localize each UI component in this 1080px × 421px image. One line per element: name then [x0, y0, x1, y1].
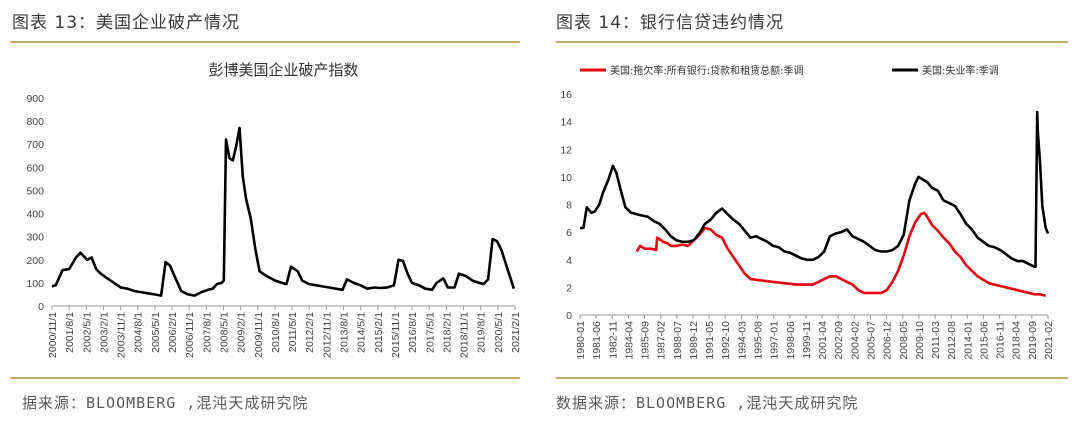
- right-ytick-label: 4: [566, 255, 572, 267]
- left-xtick-label: 2018/11/1: [459, 312, 471, 358]
- left-ytick-label: 200: [26, 255, 44, 267]
- left-xtick-label: 2016/8/1: [407, 312, 419, 353]
- right-xtick-label: 2008-05: [898, 321, 910, 360]
- legend-label-0: 美国:拖欠率:所有银行:贷款和租赁总额:季调: [610, 64, 803, 77]
- left-ytick-label: 100: [26, 278, 44, 290]
- left-ytick-label: 600: [26, 162, 44, 174]
- left-xtick-label: 2015/11/1: [390, 312, 402, 358]
- right-ytick-label: 8: [566, 200, 572, 212]
- left-xtick-label: 2006/11/1: [184, 312, 196, 358]
- right-series-line-1: [580, 110, 1050, 268]
- right-ytick-label: 12: [560, 144, 572, 156]
- left-xtick-label: 2001/8/1: [64, 312, 76, 353]
- right-series-line-0: [635, 211, 1047, 297]
- left-xtick-label: 2007/8/1: [201, 312, 213, 353]
- right-source-note: 数据来源：BLOOMBERG ,混沌天成研究院: [556, 394, 859, 412]
- right-xtick-label: 2019-09: [1027, 321, 1039, 360]
- left-xtick-label: 2009/2/1: [236, 312, 248, 353]
- right-ytick-label: 0: [566, 310, 572, 322]
- right-bottom-rule: [556, 377, 1068, 379]
- left-bottom-rule: [10, 377, 520, 379]
- right-xtick-label: 1995-08: [753, 321, 765, 360]
- left-xtick-label: 2019/8/1: [476, 312, 488, 353]
- legend-label-1: 美国:失业率:季调: [922, 64, 999, 77]
- right-xtick-label: 1985-09: [640, 321, 652, 360]
- left-source-note: 据来源：BLOOMBERG ,混沌天成研究院: [22, 394, 309, 412]
- left-xtick-label: 2003/11/1: [116, 312, 128, 358]
- right-xtick-label: 2021-02: [1043, 321, 1055, 360]
- right-ytick-label: 16: [560, 89, 572, 101]
- right-xtick-label: 1984-04: [623, 321, 635, 360]
- left-chart-title: 彭博美国企业破产指数: [208, 61, 358, 79]
- left-xtick-label: 2018/2/1: [441, 312, 453, 353]
- left-xtick-label: 2005/5/1: [150, 312, 162, 353]
- right-xtick-label: 2001-04: [817, 321, 829, 360]
- left-ytick-label: 400: [26, 209, 44, 221]
- right-xtick-label: 2009-10: [914, 321, 926, 360]
- left-xtick-label: 2012/11/1: [321, 312, 333, 358]
- right-xtick-label: 2006-12: [882, 321, 894, 360]
- left-ytick-label: 500: [26, 185, 44, 197]
- right-xtick-label: 2018-04: [1011, 321, 1023, 360]
- left-xtick-label: 2012/2/1: [304, 312, 316, 353]
- left-xtick-label: 2021/2/1: [510, 312, 522, 353]
- left-ytick-label: 800: [26, 116, 44, 128]
- right-ytick-label: 10: [560, 172, 572, 184]
- left-ytick-label: 700: [26, 139, 44, 151]
- left-xtick-label: 2002/5/1: [81, 312, 93, 353]
- right-xtick-label: 1991-05: [704, 321, 716, 360]
- right-xtick-label: 1992-10: [720, 321, 732, 360]
- right-xtick-label: 1982-11: [607, 321, 619, 359]
- right-xtick-label: 2011-03: [930, 321, 942, 359]
- left-xtick-label: 2014/5/1: [356, 312, 368, 353]
- left-ytick-label: 300: [26, 232, 44, 244]
- left-ytick-label: 900: [26, 93, 44, 105]
- left-series-line-0: [51, 126, 516, 297]
- right-figure-title: 图表 14：银行信贷违约情况: [556, 13, 785, 33]
- right-xtick-label: 1999-11: [801, 321, 813, 359]
- left-xtick-label: 2006/2/1: [167, 312, 179, 353]
- right-xtick-label: 2005-07: [865, 321, 877, 360]
- left-xtick-label: 2004/8/1: [133, 312, 145, 353]
- right-xtick-label: 1989-12: [688, 321, 700, 360]
- right-xtick-label: 2012-08: [946, 321, 958, 360]
- right-xtick-label: 2014-01: [962, 321, 974, 360]
- left-title-rule: [10, 41, 520, 43]
- right-ytick-label: 2: [566, 282, 572, 294]
- right-xtick-label: 2002-09: [833, 321, 845, 360]
- left-xtick-label: 2011/5/1: [287, 312, 299, 352]
- left-ytick-label: 0: [38, 301, 44, 313]
- right-xtick-label: 1980-01: [575, 321, 587, 360]
- right-xtick-label: 2015-06: [978, 321, 990, 360]
- left-xtick-label: 2010/8/1: [270, 312, 282, 353]
- left-figure-title: 图表 13：美国企业破产情况: [12, 13, 241, 33]
- right-xtick-label: 1981-06: [591, 321, 603, 360]
- left-xtick-label: 2020/5/1: [493, 312, 505, 353]
- left-xtick-label: 2009/11/1: [253, 312, 265, 358]
- right-xtick-label: 2016-11: [995, 321, 1007, 359]
- right-xtick-label: 1988-07: [672, 321, 684, 360]
- left-xtick-label: 2013/8/1: [339, 312, 351, 353]
- right-xtick-label: 2004-02: [849, 321, 861, 360]
- left-xtick-label: 2015/2/1: [373, 312, 385, 353]
- left-xtick-label: 2008/5/1: [218, 312, 230, 353]
- left-xtick-label: 2003/2/1: [98, 312, 110, 353]
- right-ytick-label: 6: [566, 227, 572, 239]
- right-xtick-label: 1998-06: [785, 321, 797, 360]
- right-title-rule: [556, 41, 1068, 43]
- left-xtick-label: 2000/11/1: [47, 312, 59, 358]
- right-xtick-label: 1994-03: [736, 321, 748, 360]
- right-xtick-label: 1997-01: [769, 321, 781, 360]
- left-xtick-label: 2017/5/1: [424, 312, 436, 353]
- right-ytick-label: 14: [560, 117, 572, 129]
- right-xtick-label: 1987-02: [656, 321, 668, 360]
